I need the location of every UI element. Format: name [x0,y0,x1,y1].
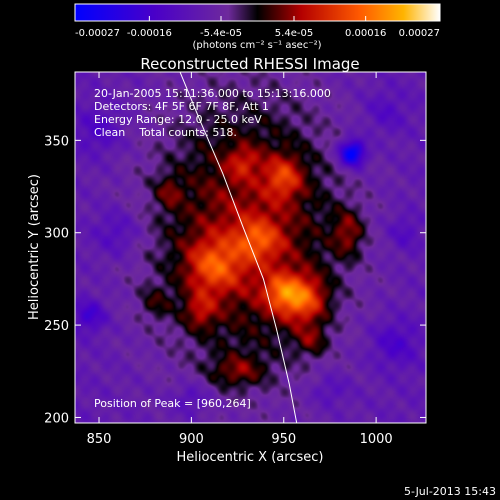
footer-timestamp: 5-Jul-2013 15:43 [404,485,496,498]
colorbar-tick-labels: -0.00027 -0.00016 -5.4e-05 5.4e-05 0.00016 0.… [75,28,440,39]
y-axis-label: Heliocentric Y (arcsec) [27,174,42,320]
peak-position-label: Position of Peak = [960,264] [94,397,251,410]
x-axis-tick-labels: 850 900 950 1000 [87,432,393,447]
x-axis-ticks [98,72,377,423]
colorbar-tick-label: -5.4e-05 [200,28,242,39]
x-tick-label: 950 [271,432,296,447]
solar-limb-curve [179,72,298,423]
annotation-detectors: Detectors: 4F 5F 6F 7F 8F, Att 1 [94,100,269,113]
y-tick-label: 250 [44,319,69,334]
colorbar-tick-label: -0.00016 [127,28,172,39]
heatmap-image [75,72,426,423]
y-tick-label: 200 [44,411,69,426]
colorbar-tick-label: 0.00016 [345,28,386,39]
y-tick-label: 350 [44,134,69,149]
colorbar-tick-label: 0.00027 [399,28,440,39]
colorbar [74,3,441,22]
annotation-time-range: 20-Jan-2005 15:11:36.000 to 15:13:16.000 [94,87,331,100]
annotation-energy-range: Energy Range: 12.0 - 25.0 keV [94,113,262,126]
x-axis-label: Heliocentric X (arcsec) [177,450,324,465]
x-tick-label: 900 [179,432,204,447]
chart-title: Reconstructed RHESSI Image [140,55,359,73]
x-tick-label: 1000 [360,432,393,447]
plot-frame [74,71,427,424]
annotation-clean-counts: Clean Total counts: 518. [94,126,237,139]
y-axis-tick-labels: 200 250 300 350 [44,134,69,426]
y-axis-ticks [75,139,426,418]
colorbar-tick-label: -0.00027 [75,28,120,39]
colorbar-tick-label: 5.4e-05 [275,28,313,39]
colorbar-unit-label: (photons cm⁻² s⁻¹ asec⁻²) [192,40,321,51]
x-tick-label: 850 [87,432,112,447]
y-tick-label: 300 [44,227,69,242]
colorbar-ticks [74,16,441,21]
